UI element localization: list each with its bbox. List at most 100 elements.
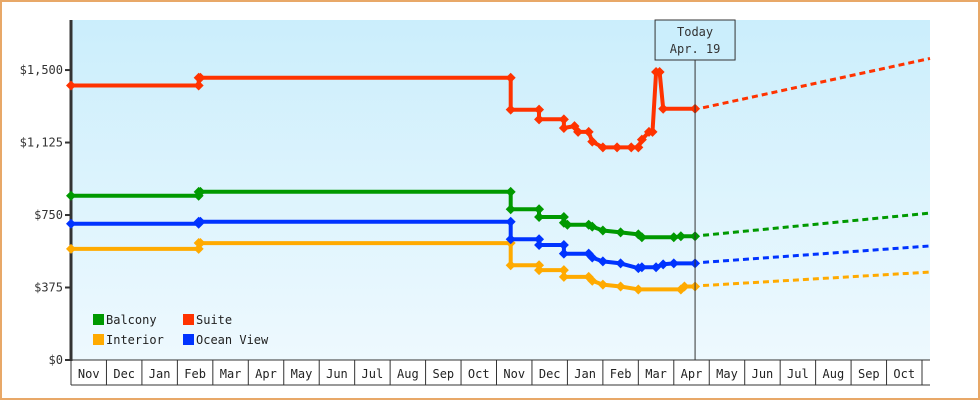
month-label: Apr [681,367,703,381]
legend-item-suite[interactable]: Suite [183,313,232,327]
month-label: Dec [113,367,135,381]
today-date: Apr. 19 [670,42,721,56]
legend-item-balcony[interactable]: Balcony [93,313,157,327]
data-point[interactable] [558,271,569,282]
data-point[interactable] [615,258,626,269]
month-label: Sep [858,367,880,381]
data-point[interactable] [668,232,679,243]
data-point[interactable] [505,234,516,245]
data-point[interactable] [66,218,76,229]
data-point[interactable] [597,142,608,153]
month-label: Apr [255,367,277,381]
data-point[interactable] [615,281,626,292]
data-point[interactable] [658,103,669,114]
data-point[interactable] [615,227,626,238]
data-point[interactable] [633,284,644,295]
y-tick-label: $1,500 [20,63,63,77]
data-point[interactable] [675,231,686,242]
data-point[interactable] [195,186,206,197]
data-point[interactable] [505,260,516,271]
data-point[interactable] [647,126,658,137]
month-label: Mar [645,367,667,381]
month-label: Dec [539,367,561,381]
y-axis: $0 $375 $750 $1,125 $1,500 [20,20,73,367]
data-point[interactable] [636,232,647,243]
data-point[interactable] [636,134,647,145]
today-box [654,19,736,61]
series-interior [66,238,931,295]
data-point[interactable] [558,265,569,276]
month-label: Nov [78,367,100,381]
data-point[interactable] [505,216,516,227]
data-point[interactable] [558,248,569,259]
data-point[interactable] [597,279,608,290]
data-point[interactable] [633,142,644,153]
data-point[interactable] [505,104,516,115]
data-point[interactable] [587,252,598,263]
month-label: Jul [362,367,384,381]
data-point[interactable] [66,243,76,254]
data-point[interactable] [562,219,573,230]
month-label: Jun [752,367,774,381]
data-point[interactable] [587,221,598,232]
data-point[interactable] [505,204,516,215]
month-label: Jul [787,367,809,381]
data-point[interactable] [195,72,206,83]
series-lines [66,56,931,295]
data-point[interactable] [654,66,665,77]
x-axis: Nov Dec Jan Feb Mar Apr May Jun Jul Aug Sep Oct Nov D… [70,359,930,386]
today-label: Today [677,25,713,39]
month-label: Oct [468,367,490,381]
month-label: May [716,367,738,381]
month-label: May [291,367,313,381]
data-point[interactable] [534,211,545,222]
data-point[interactable] [626,142,637,153]
data-point[interactable] [587,275,598,286]
month-label: Feb [610,367,632,381]
data-point[interactable] [193,80,204,91]
data-point[interactable] [534,114,545,125]
legend-label: Suite [196,313,232,327]
data-point[interactable] [583,126,594,137]
legend-label: Ocean View [196,333,269,347]
legend-swatch [93,314,104,325]
data-point[interactable] [612,142,623,153]
legend-label: Interior [106,333,164,347]
data-point[interactable] [558,211,569,222]
month-label: Aug [823,367,845,381]
legend-item-interior[interactable]: Interior [93,333,164,347]
data-point[interactable] [195,216,206,227]
data-point[interactable] [534,234,545,245]
data-point[interactable] [573,126,584,137]
data-point[interactable] [534,239,545,250]
month-label: Sep [432,367,454,381]
data-point[interactable] [679,281,690,292]
legend-swatch [93,334,104,345]
data-point[interactable] [505,72,516,83]
month-label: Oct [893,367,915,381]
month-label: Feb [184,367,206,381]
data-point[interactable] [558,123,569,134]
data-point[interactable] [195,238,206,249]
data-point[interactable] [534,265,545,276]
y-tick-label: $0 [49,353,63,367]
data-point[interactable] [597,256,608,267]
legend: Balcony Suite Interior Ocean View [93,313,269,347]
data-point[interactable] [558,114,569,125]
data-point[interactable] [636,262,647,273]
data-point[interactable] [668,258,679,269]
data-point[interactable] [558,239,569,250]
legend-swatch [183,334,194,345]
data-point[interactable] [66,190,76,201]
y-tick-label: $1,125 [20,136,63,150]
data-point[interactable] [658,259,669,270]
data-point[interactable] [66,80,76,91]
data-point[interactable] [587,136,598,147]
data-point[interactable] [534,104,545,115]
legend-item-ocean-view[interactable]: Ocean View [183,333,269,347]
month-label: Jan [574,367,596,381]
data-point[interactable] [534,204,545,215]
data-point[interactable] [505,186,516,197]
data-point[interactable] [597,225,608,236]
month-label: Aug [397,367,419,381]
